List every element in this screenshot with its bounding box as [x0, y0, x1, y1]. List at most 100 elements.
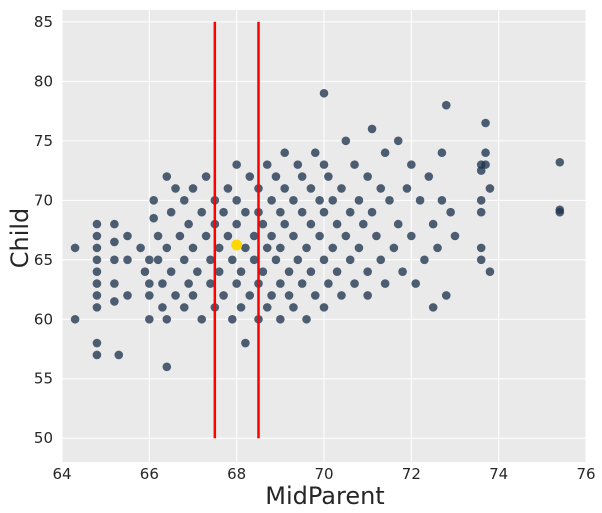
data-point [306, 219, 316, 229]
x-tick-label: 76 [576, 465, 595, 483]
data-point [110, 279, 119, 288]
data-point [92, 350, 102, 360]
data-point [485, 267, 495, 276]
data-point [310, 291, 320, 300]
data-point [476, 166, 486, 175]
y-tick-label: 85 [34, 13, 53, 31]
data-point [437, 196, 447, 205]
data-point [188, 243, 198, 253]
data-point [258, 219, 268, 229]
data-point [262, 303, 272, 312]
data-point [145, 291, 154, 300]
data-point [437, 148, 447, 158]
data-point [158, 279, 167, 288]
data-point [289, 231, 298, 241]
data-point [424, 172, 434, 181]
data-point [153, 255, 163, 265]
data-point [214, 243, 224, 253]
data-point [332, 267, 342, 276]
data-point [319, 207, 329, 217]
data-point [153, 231, 163, 241]
data-point [70, 314, 80, 324]
data-point [188, 291, 198, 300]
highlight-point [231, 239, 243, 251]
data-point [197, 207, 207, 217]
data-point [345, 255, 355, 265]
data-point [310, 148, 320, 158]
data-point [407, 231, 416, 241]
data-point [555, 157, 565, 167]
data-point [389, 243, 399, 253]
data-point [319, 303, 329, 312]
data-point [337, 291, 346, 300]
data-point [385, 196, 394, 205]
y-tick-label: 75 [34, 132, 53, 150]
data-point [166, 267, 176, 276]
data-point [92, 291, 102, 300]
data-point [92, 303, 102, 312]
y-tick-label: 60 [34, 310, 53, 328]
y-tick-label: 65 [34, 251, 53, 269]
y-axis-title: Child [6, 208, 34, 269]
data-point [258, 267, 268, 276]
data-point [92, 243, 102, 253]
data-point [481, 118, 490, 128]
data-point [110, 219, 119, 229]
data-point [92, 255, 102, 265]
vertical-lines [213, 21, 260, 439]
data-point [319, 88, 329, 98]
data-point [188, 184, 198, 193]
y-tick-label: 55 [34, 370, 53, 388]
y-tick-label: 70 [34, 191, 53, 209]
data-point [149, 213, 158, 223]
data-point [441, 291, 451, 300]
y-tick-label: 80 [34, 72, 53, 90]
data-point [446, 207, 455, 217]
data-point [306, 184, 316, 193]
data-point [481, 160, 490, 169]
x-tick-label: 72 [402, 465, 421, 483]
data-point [201, 172, 211, 181]
y-tick-labels: 50 55 60 65 70 75 80 85 [34, 13, 53, 447]
data-point [324, 172, 333, 181]
data-point [359, 219, 368, 229]
data-point [293, 160, 303, 169]
data-point [324, 279, 333, 288]
data-point [223, 231, 233, 241]
data-point [175, 231, 185, 241]
data-point [241, 243, 250, 253]
data-point [236, 303, 246, 312]
data-point [367, 207, 377, 217]
data-point [376, 255, 386, 265]
x-tick-label: 70 [314, 465, 333, 483]
data-point [184, 219, 193, 229]
data-point [92, 267, 102, 276]
data-point [201, 231, 211, 241]
data-point [171, 291, 180, 300]
data-point [476, 207, 486, 217]
data-point [206, 279, 215, 288]
x-tick-label: 64 [52, 465, 71, 483]
data-point [171, 184, 180, 193]
data-point [271, 255, 281, 265]
data-point [372, 231, 381, 241]
data-point [241, 338, 250, 348]
data-point [232, 160, 241, 169]
data-point [262, 160, 272, 169]
x-axis-title: MidParent [265, 482, 384, 510]
data-point [476, 255, 486, 265]
data-point [193, 267, 202, 276]
data-point [481, 148, 490, 158]
data-point [350, 279, 359, 288]
data-point [380, 279, 390, 288]
data-point [145, 314, 154, 324]
data-point [232, 279, 241, 288]
data-points [70, 88, 565, 372]
data-point [267, 291, 276, 300]
data-point [341, 136, 351, 146]
x-tick-labels: 64 66 68 70 72 74 76 [52, 465, 595, 483]
data-point [219, 207, 228, 217]
data-point [123, 231, 132, 241]
data-point [179, 255, 189, 265]
data-point [110, 255, 119, 265]
